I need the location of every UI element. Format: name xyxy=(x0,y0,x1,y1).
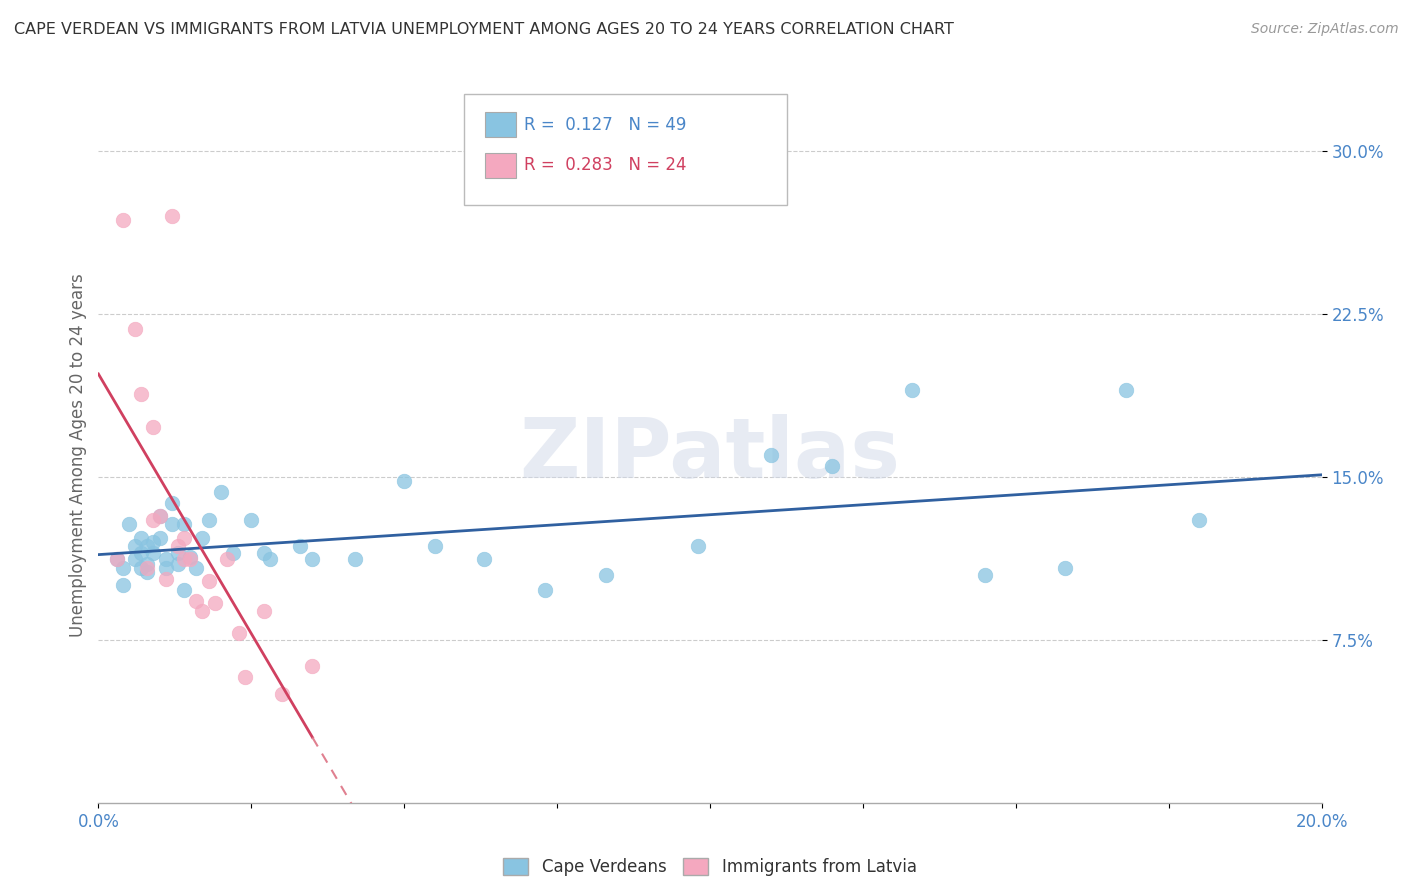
Point xyxy=(179,552,201,566)
Point xyxy=(392,474,416,488)
Point xyxy=(160,517,183,532)
Point xyxy=(111,578,134,592)
Point xyxy=(173,531,195,545)
Point xyxy=(186,593,208,607)
Point xyxy=(129,561,152,575)
Point xyxy=(155,552,177,566)
Point xyxy=(301,658,323,673)
Point xyxy=(228,626,250,640)
Point xyxy=(240,513,263,527)
Text: ZIPatlas: ZIPatlas xyxy=(520,415,900,495)
Point xyxy=(191,531,214,545)
Point xyxy=(1188,513,1211,527)
Point xyxy=(233,670,256,684)
Point xyxy=(149,531,172,545)
Point xyxy=(105,552,128,566)
Point xyxy=(173,552,195,566)
Text: CAPE VERDEAN VS IMMIGRANTS FROM LATVIA UNEMPLOYMENT AMONG AGES 20 TO 24 YEARS CO: CAPE VERDEAN VS IMMIGRANTS FROM LATVIA U… xyxy=(14,22,953,37)
Point xyxy=(259,552,281,566)
Point xyxy=(124,539,146,553)
Point xyxy=(129,531,152,545)
Point xyxy=(472,552,495,566)
Point xyxy=(149,508,172,523)
Point xyxy=(129,546,152,560)
Point xyxy=(111,213,134,227)
Point xyxy=(136,561,159,575)
Point xyxy=(974,567,997,582)
Point xyxy=(179,550,201,565)
Point xyxy=(204,596,226,610)
Point xyxy=(252,546,274,560)
Point xyxy=(197,513,219,527)
Point xyxy=(142,546,165,560)
Point xyxy=(142,419,165,434)
Point xyxy=(423,539,446,553)
Point xyxy=(167,557,190,571)
Point xyxy=(534,582,557,597)
Legend: Cape Verdeans, Immigrants from Latvia: Cape Verdeans, Immigrants from Latvia xyxy=(496,851,924,883)
Point xyxy=(186,561,208,575)
Point xyxy=(252,605,274,619)
Point xyxy=(209,484,232,499)
Point xyxy=(124,322,146,336)
Point xyxy=(686,539,709,553)
Point xyxy=(155,561,177,575)
Point xyxy=(142,535,165,549)
Point xyxy=(595,567,617,582)
Point xyxy=(301,552,323,566)
Point xyxy=(1115,383,1137,397)
Point xyxy=(215,552,238,566)
Point xyxy=(167,539,190,553)
Point xyxy=(901,383,924,397)
Point xyxy=(1053,561,1076,575)
Point xyxy=(191,605,214,619)
Text: R =  0.283   N = 24: R = 0.283 N = 24 xyxy=(524,156,688,174)
Point xyxy=(149,508,172,523)
Point xyxy=(197,574,219,588)
Point xyxy=(290,539,312,553)
Point xyxy=(118,517,141,532)
Point xyxy=(167,546,190,560)
Text: R =  0.127   N = 49: R = 0.127 N = 49 xyxy=(524,116,686,134)
Point xyxy=(173,517,195,532)
Point xyxy=(173,582,195,597)
Point xyxy=(344,552,367,566)
Point xyxy=(222,546,245,560)
Point xyxy=(136,557,159,571)
Point xyxy=(136,566,159,580)
Point xyxy=(142,513,165,527)
Y-axis label: Unemployment Among Ages 20 to 24 years: Unemployment Among Ages 20 to 24 years xyxy=(69,273,87,637)
Point xyxy=(124,552,146,566)
Point xyxy=(270,687,292,701)
Point xyxy=(160,496,183,510)
Point xyxy=(105,552,128,566)
Point xyxy=(160,209,183,223)
Text: Source: ZipAtlas.com: Source: ZipAtlas.com xyxy=(1251,22,1399,37)
Point xyxy=(155,572,177,586)
Point xyxy=(759,448,782,462)
Point xyxy=(821,458,844,473)
Point xyxy=(136,539,159,553)
Point xyxy=(111,561,134,575)
Point xyxy=(129,387,152,401)
